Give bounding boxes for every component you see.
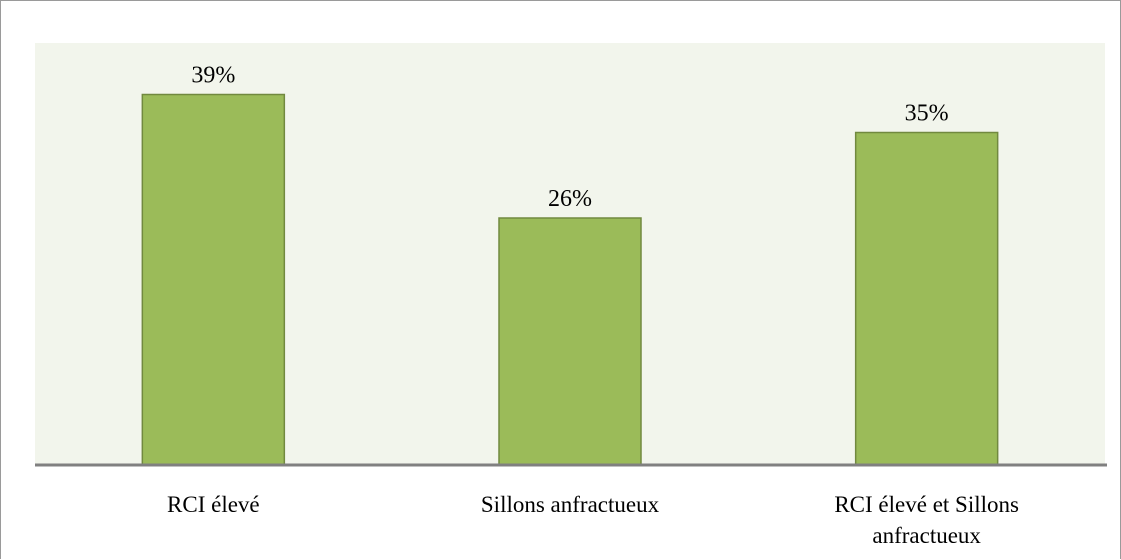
bar-3 xyxy=(854,131,999,466)
bar-2 xyxy=(498,217,642,466)
data-labels-layer: 39% 26% 35% xyxy=(191,63,948,213)
x-tick-label-1: RCI élevé xyxy=(167,492,260,517)
tick-labels-layer: RCI élevé Sillons anfractueux RCI élevé et… xyxy=(167,492,1019,548)
data-label-2: 26% xyxy=(548,186,592,212)
bars-layer xyxy=(141,93,999,466)
x-tick-label-3-line-1: RCI élevé et Sillons xyxy=(834,492,1019,517)
x-tick-label-3-line-2: anfractueux xyxy=(872,523,981,548)
data-label-1: 39% xyxy=(191,63,235,89)
data-label-3: 35% xyxy=(905,101,949,127)
bar-1 xyxy=(141,93,286,466)
x-tick-label-2: Sillons anfractueux xyxy=(481,492,660,517)
